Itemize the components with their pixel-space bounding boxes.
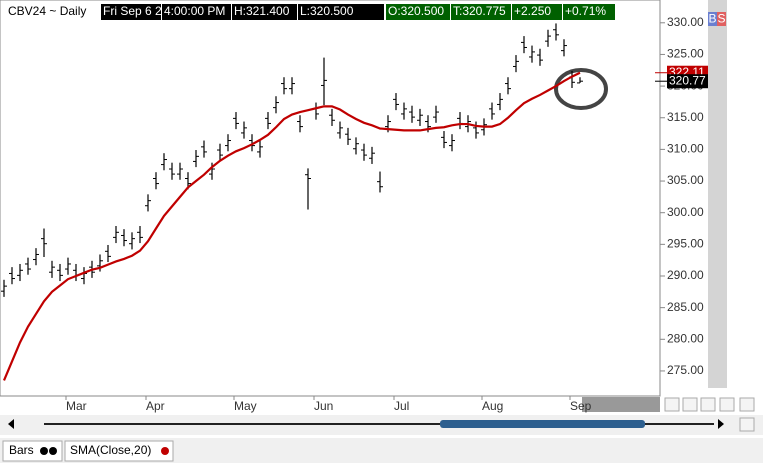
y-tick-label: 275.00 <box>667 363 704 377</box>
x-tick-label: Aug <box>482 399 503 413</box>
header-box <box>298 4 384 20</box>
tabs: Bars SMA(Close,20) <box>2 440 174 462</box>
trade-button[interactable] <box>708 12 717 26</box>
header-box <box>162 4 231 20</box>
legend-dot <box>40 447 48 455</box>
tool-button[interactable] <box>664 397 680 412</box>
legend-dot <box>49 447 57 455</box>
sma-line <box>2 71 581 381</box>
header-low: L:320.500 <box>300 4 354 18</box>
header-last: T:320.775 <box>453 4 506 18</box>
y-tick-label: 290.00 <box>667 268 704 282</box>
y-tick-label: 300.00 <box>667 205 704 219</box>
x-tick-label: May <box>234 399 257 413</box>
y-tick-label: 305.00 <box>667 173 704 187</box>
x-tick-label: Apr <box>146 399 165 413</box>
x-tick-label: Jun <box>314 399 333 413</box>
toolbar-buttons[interactable] <box>664 397 755 412</box>
header-high: H:321.400 <box>234 4 290 18</box>
y-tick-label: 285.00 <box>667 300 704 314</box>
header-change: +2.250 <box>514 4 551 18</box>
tab[interactable] <box>64 440 174 462</box>
header-box <box>101 4 161 20</box>
side-strip <box>708 0 727 388</box>
scroll-region <box>582 397 660 412</box>
header-box <box>451 4 511 20</box>
plot-frame <box>0 0 661 397</box>
trade-button-label[interactable]: B <box>709 12 717 26</box>
tool-button[interactable] <box>739 397 755 412</box>
header-open: O:320.500 <box>388 4 444 18</box>
header-box <box>386 4 450 20</box>
y-tick-label: 310.00 <box>667 142 704 156</box>
trade-button-label[interactable]: S <box>718 12 726 26</box>
y-tick-label: 330.00 <box>667 15 704 29</box>
y-tick-label: 315.00 <box>667 110 704 124</box>
trade-button[interactable] <box>717 12 726 26</box>
tab[interactable] <box>2 440 63 462</box>
legend-label: Bars <box>9 443 34 457</box>
header-time: 4:00:00 PM <box>164 4 225 18</box>
x-tick-label: Jul <box>394 399 409 413</box>
legend-dot <box>161 447 169 455</box>
legend-label: SMA(Close,20) <box>70 443 151 457</box>
annotation-circle <box>554 68 608 110</box>
scroll-thumb[interactable] <box>440 420 645 428</box>
y-tick-label: 325.00 <box>667 47 704 61</box>
y-tick-label: 295.00 <box>667 237 704 251</box>
header-box <box>232 4 297 20</box>
tool-button[interactable] <box>739 417 755 432</box>
x-tick-label: Sep <box>570 399 592 413</box>
header-box <box>563 4 615 20</box>
tool-button[interactable] <box>719 397 735 412</box>
price-tag-label: 320.77 <box>669 73 706 87</box>
header-change-pct: +0.71% <box>565 4 606 18</box>
header-title: CBV24 ~ Daily <box>8 4 86 18</box>
x-tick-label: Mar <box>66 399 87 413</box>
scroll-right[interactable] <box>718 419 724 429</box>
price-tag <box>667 74 708 89</box>
tool-button[interactable] <box>682 397 698 412</box>
header-box <box>512 4 562 20</box>
y-tick-label: 280.00 <box>667 331 704 345</box>
scroll-left[interactable] <box>8 419 14 429</box>
tool-button[interactable] <box>700 397 716 412</box>
